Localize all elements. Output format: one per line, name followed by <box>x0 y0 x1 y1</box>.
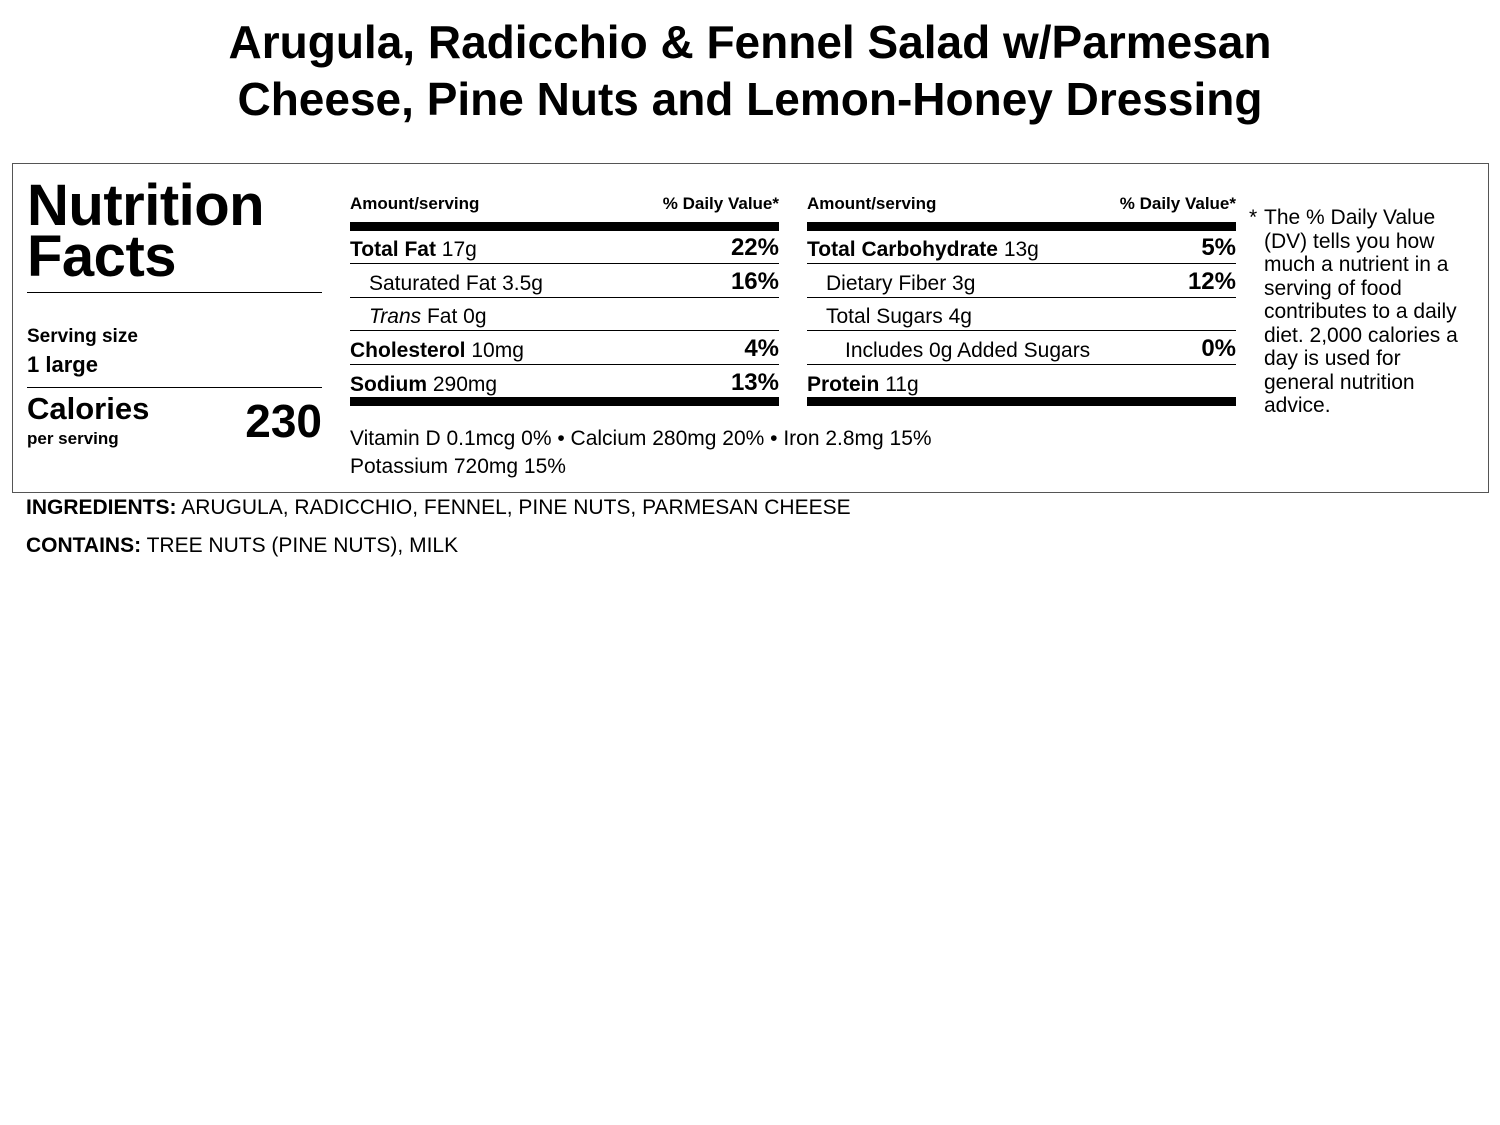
nutrient-name: Total Carbohydrate <box>807 238 998 262</box>
daily-value-footnote: * The % Daily Value (DV) tells you how m… <box>1249 206 1474 418</box>
nutrient-row: Cholesterol 10mg 4% <box>350 331 779 365</box>
heading-line-1: Nutrition <box>27 173 265 238</box>
nutrient-name: Total Fat <box>350 238 436 262</box>
per-serving-label: per serving <box>27 429 119 448</box>
nutrient-amount: 0g <box>463 305 487 329</box>
nutrient-row: Total Sugars 4g <box>807 298 1236 332</box>
nutrient-amount: 13g <box>1003 238 1039 262</box>
nutrient-dv: 16% <box>730 267 779 295</box>
ingredients-value: ARUGULA, RADICCHIO, FENNEL, PINE NUTS, P… <box>181 496 851 519</box>
vitamins-minerals: Vitamin D 0.1mcg 0% • Calcium 280mg 20% … <box>350 425 932 481</box>
nutrient-amount: 11g <box>885 372 919 396</box>
calories-label: Calories <box>27 391 150 426</box>
footnote-asterisk: * <box>1249 206 1258 229</box>
divider <box>27 292 322 293</box>
nutrient-amount: 3.5g <box>502 271 543 295</box>
nutrient-row: Dietary Fiber 3g 12% <box>807 264 1236 298</box>
nutrient-amount: 10mg <box>471 338 524 362</box>
calories-value: 230 <box>245 395 322 447</box>
nutrient-amount: 3g <box>952 271 976 295</box>
nutrient-name: Protein <box>807 372 880 396</box>
amount-header: Amount/serving <box>350 194 480 213</box>
nutrient-dv: 12% <box>1187 267 1236 295</box>
nutrient-row: Total Carbohydrate 13g 5% <box>807 231 1236 265</box>
nutrient-dv: 22% <box>730 234 779 262</box>
heading-line-2: Facts <box>27 224 177 289</box>
vitamins-line-1: Vitamin D 0.1mcg 0% • Calcium 280mg 20% … <box>350 427 932 450</box>
divider <box>27 387 322 388</box>
nutrient-row: Sodium 290mg 13% <box>350 365 779 406</box>
nutrient-row: Trans Fat 0g <box>350 298 779 332</box>
dv-header: % Daily Value* <box>662 194 779 213</box>
nutrient-dv: 13% <box>730 368 779 396</box>
nutrient-dv: 0% <box>1201 334 1236 362</box>
nutrient-name: Saturated Fat <box>369 271 497 295</box>
serving-size-value: 1 large <box>27 352 98 377</box>
nutrient-amount: 290mg <box>432 372 498 396</box>
nutrient-name: Total Sugars <box>826 305 943 329</box>
nutrient-amount: 17g <box>441 238 477 262</box>
nutrient-row: Protein 11g <box>807 365 1236 406</box>
nutrition-facts-label: Nutrition Facts Serving size 1 large Cal… <box>12 163 1489 493</box>
ingredients-label: INGREDIENTS: <box>26 496 177 519</box>
nutrient-name: Fat <box>426 305 458 329</box>
nutrition-facts-heading: Nutrition Facts <box>27 173 265 289</box>
nutrient-name: Cholesterol <box>350 338 466 362</box>
contains-value: TREE NUTS (PINE NUTS), MILK <box>146 534 459 557</box>
allergens: CONTAINS: TREE NUTS (PINE NUTS), MILK <box>26 534 458 558</box>
nutrient-amount: 4g <box>948 305 972 329</box>
dv-header: % Daily Value* <box>1119 194 1236 213</box>
nutrient-name: Sodium <box>350 372 427 396</box>
nutrient-row: Saturated Fat 3.5g 16% <box>350 264 779 298</box>
contains-label: CONTAINS: <box>26 534 142 557</box>
recipe-title: Arugula, Radicchio & Fennel Salad w/Parm… <box>0 14 1500 128</box>
table-header: Amount/serving % Daily Value* <box>807 194 1236 231</box>
nutrient-name: Dietary Fiber <box>826 271 947 295</box>
title-line-1: Arugula, Radicchio & Fennel Salad w/Parm… <box>228 16 1272 68</box>
title-line-2: Cheese, Pine Nuts and Lemon-Honey Dressi… <box>237 73 1263 125</box>
table-header: Amount/serving % Daily Value* <box>350 194 779 231</box>
nutrient-row: Includes 0g Added Sugars 0% <box>807 331 1236 365</box>
vitamins-line-2: Potassium 720mg 15% <box>350 455 566 478</box>
nutrient-name-italic: Trans <box>369 305 422 329</box>
nutrient-table-right: Amount/serving % Daily Value* Total Carb… <box>807 194 1236 406</box>
serving-size-label: Serving size <box>27 326 138 347</box>
footnote-text: The % Daily Value (DV) tells you how muc… <box>1264 206 1458 417</box>
nutrient-dv: 4% <box>744 334 779 362</box>
nutrient-dv: 5% <box>1201 234 1236 262</box>
ingredients: INGREDIENTS: ARUGULA, RADICCHIO, FENNEL,… <box>26 496 851 520</box>
nutrient-row: Total Fat 17g 22% <box>350 231 779 265</box>
nutrient-name: Includes 0g Added Sugars <box>845 338 1091 362</box>
amount-header: Amount/serving <box>807 194 937 213</box>
nutrient-table-left: Amount/serving % Daily Value* Total Fat … <box>350 194 779 406</box>
